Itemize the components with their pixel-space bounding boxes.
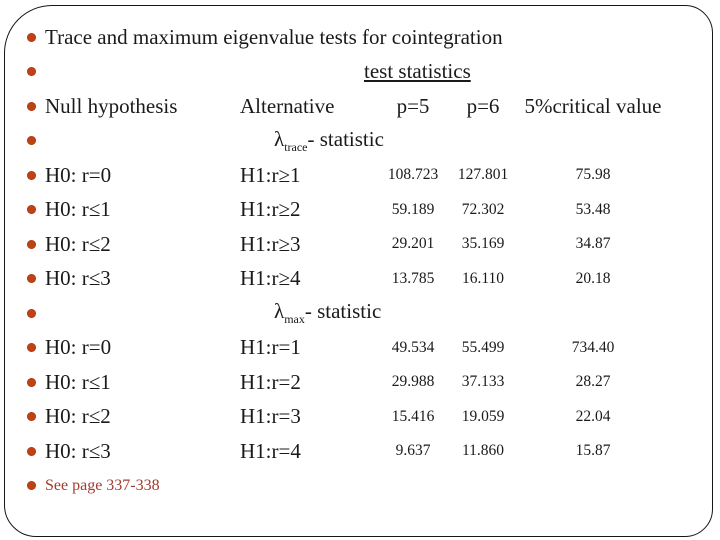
alternative-cell: H1:r=2 (240, 369, 301, 394)
critical-value: 20.18 (575, 269, 611, 287)
bullet-icon (27, 205, 36, 215)
null-hypothesis-cell: H0: r≤1 (45, 369, 111, 394)
null-hypothesis-cell: H0: r≤3 (45, 438, 111, 463)
bullet-icon (27, 136, 36, 146)
null-hypothesis-cell: H0: r≤2 (45, 231, 111, 256)
table-row: H0: r≤3 H1:r≥4 13.785 16.110 20.18 (27, 262, 720, 297)
table-row: H0: r≤1 H1:r≥2 59.189 72.302 53.48 (27, 193, 720, 228)
table-header-row: Null hypothesis Alternative p=5 p=6 5%cr… (27, 89, 720, 124)
bullet-icon (27, 274, 36, 284)
bullet-icon (27, 101, 36, 111)
alternative-cell: H1:r≥3 (240, 231, 301, 256)
null-hypothesis-cell: H0: r≤3 (45, 266, 111, 291)
alternative-cell: H1:r≥1 (240, 162, 301, 187)
p5-value: 13.785 (391, 269, 435, 287)
table-row: H0: r≤3 H1:r=4 9.637 11.860 15.87 (27, 434, 720, 469)
section-label-row: λtrace- statistic (27, 124, 720, 159)
null-hypothesis-cell: H0: r=0 (45, 162, 112, 187)
table-row: H0: r≤1 H1:r=2 29.988 37.133 28.27 (27, 365, 720, 400)
alternative-cell: H1:r=1 (240, 335, 301, 360)
slide-title: Trace and maximum eigenvalue tests for c… (45, 24, 503, 49)
footnote-row: See page 337-338 (27, 469, 720, 504)
lambda-trace-subscript: trace (284, 139, 308, 154)
null-hypothesis-cell: H0: r=0 (45, 335, 112, 360)
title-row: Trace and maximum eigenvalue tests for c… (27, 20, 720, 55)
table-row: H0: r=0 H1:r≥1 108.723 127.801 75.98 (27, 158, 720, 193)
null-hypothesis-cell: H0: r≤2 (45, 404, 111, 429)
lambda-trace-label: λtrace- statistic (274, 126, 384, 154)
p5-value: 49.534 (391, 338, 435, 356)
header-alternative: Alternative (240, 93, 335, 118)
bullet-icon (27, 412, 36, 422)
p6-value: 127.801 (457, 166, 509, 184)
critical-value: 15.87 (575, 442, 611, 460)
p5-value: 59.189 (391, 200, 435, 218)
p6-value: 55.499 (461, 338, 505, 356)
alternative-cell: H1:r≥4 (240, 266, 301, 291)
slide-content: Trace and maximum eigenvalue tests for c… (27, 20, 720, 504)
p5-value: 29.988 (391, 373, 435, 391)
lambda-max-label: λmax- statistic (274, 299, 382, 327)
bullet-icon (27, 446, 36, 456)
header-p6: p=6 (466, 93, 500, 118)
critical-value: 34.87 (575, 235, 611, 253)
bullet-icon (27, 308, 36, 318)
see-page-note: See page 337-338 (45, 476, 160, 494)
alternative-cell: H1:r=4 (240, 438, 301, 463)
critical-value: 22.04 (575, 407, 611, 425)
p6-value: 72.302 (461, 200, 505, 218)
subtitle-row: test statistics (27, 55, 720, 90)
p6-value: 37.133 (461, 373, 505, 391)
subtitle-test-statistics: test statistics (364, 59, 471, 84)
header-p5: p=5 (396, 93, 430, 118)
bullet-icon (27, 377, 36, 387)
p6-value: 19.059 (461, 407, 505, 425)
table-row: H0: r≤2 H1:r≥3 29.201 35.169 34.87 (27, 227, 720, 262)
bullet-icon (27, 32, 36, 42)
null-hypothesis-cell: H0: r≤1 (45, 197, 111, 222)
p6-value: 16.110 (461, 269, 505, 287)
lambda-max-subscript: max (284, 312, 305, 327)
p6-value: 11.860 (461, 442, 505, 460)
critical-value: 75.98 (575, 166, 611, 184)
p5-value: 29.201 (391, 235, 435, 253)
bullet-icon (27, 481, 36, 491)
bullet-icon (27, 170, 36, 180)
bullet-icon (27, 343, 36, 353)
alternative-cell: H1:r=3 (240, 404, 301, 429)
p5-value: 9.637 (395, 442, 431, 460)
table-row: H0: r=0 H1:r=1 49.534 55.499 734.40 (27, 331, 720, 366)
critical-value: 53.48 (575, 200, 611, 218)
section-label-row: λmax- statistic (27, 296, 720, 331)
bullet-icon (27, 67, 36, 77)
alternative-cell: H1:r≥2 (240, 197, 301, 222)
header-null-hypothesis: Null hypothesis (45, 93, 178, 118)
p6-value: 35.169 (461, 235, 505, 253)
bullet-icon (27, 239, 36, 249)
table-row: H0: r≤2 H1:r=3 15.416 19.059 22.04 (27, 400, 720, 435)
header-critical-value: 5%critical value (524, 93, 662, 118)
p5-value: 15.416 (391, 407, 435, 425)
p5-value: 108.723 (387, 166, 439, 184)
critical-value: 734.40 (571, 338, 615, 356)
critical-value: 28.27 (575, 373, 611, 391)
